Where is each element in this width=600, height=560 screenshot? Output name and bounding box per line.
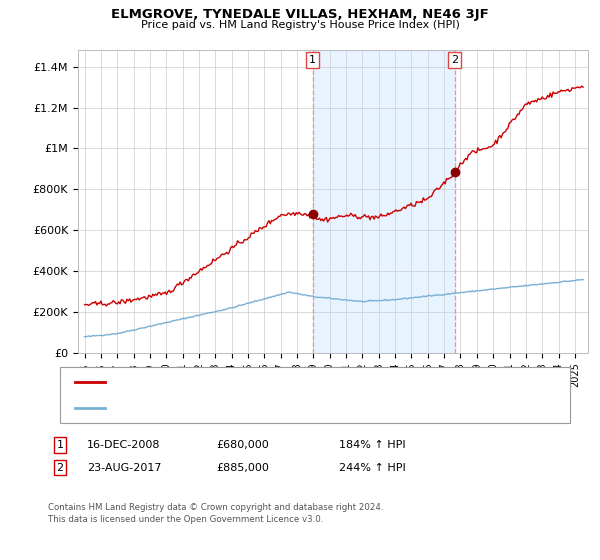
Text: 2: 2 (451, 55, 458, 65)
Text: 2: 2 (56, 463, 64, 473)
Text: £680,000: £680,000 (216, 440, 269, 450)
Text: 16-DEC-2008: 16-DEC-2008 (87, 440, 161, 450)
Text: 23-AUG-2017: 23-AUG-2017 (87, 463, 161, 473)
Text: ELMGROVE, TYNEDALE VILLAS, HEXHAM, NE46 3JF: ELMGROVE, TYNEDALE VILLAS, HEXHAM, NE46 … (111, 8, 489, 21)
Text: 1: 1 (56, 440, 64, 450)
Text: 244% ↑ HPI: 244% ↑ HPI (339, 463, 406, 473)
Text: HPI: Average price, detached house, Northumberland: HPI: Average price, detached house, Nort… (111, 403, 390, 413)
Text: ELMGROVE, TYNEDALE VILLAS, HEXHAM, NE46 3JF (detached house): ELMGROVE, TYNEDALE VILLAS, HEXHAM, NE46 … (111, 377, 468, 387)
Bar (313, 50, 455, 353)
Text: Price paid vs. HM Land Registry's House Price Index (HPI): Price paid vs. HM Land Registry's House … (140, 20, 460, 30)
Text: Contains HM Land Registry data © Crown copyright and database right 2024.: Contains HM Land Registry data © Crown c… (48, 503, 383, 512)
Text: £885,000: £885,000 (216, 463, 269, 473)
Text: This data is licensed under the Open Government Licence v3.0.: This data is licensed under the Open Gov… (48, 515, 323, 524)
Text: 184% ↑ HPI: 184% ↑ HPI (339, 440, 406, 450)
Text: 1: 1 (309, 55, 316, 65)
